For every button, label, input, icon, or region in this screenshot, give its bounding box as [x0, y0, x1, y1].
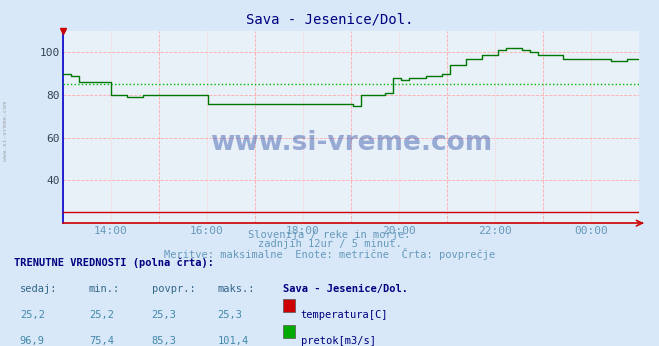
Text: pretok[m3/s]: pretok[m3/s]	[301, 336, 376, 346]
Text: 25,2: 25,2	[20, 310, 45, 320]
Text: 75,4: 75,4	[89, 336, 114, 346]
Text: 25,3: 25,3	[217, 310, 243, 320]
Text: sedaj:: sedaj:	[20, 284, 57, 294]
Text: zadnjih 12ur / 5 minut.: zadnjih 12ur / 5 minut.	[258, 239, 401, 249]
Text: TRENUTNE VREDNOSTI (polna črta):: TRENUTNE VREDNOSTI (polna črta):	[14, 258, 214, 268]
Text: Slovenija / reke in morje.: Slovenija / reke in morje.	[248, 230, 411, 240]
Text: 85,3: 85,3	[152, 336, 177, 346]
Text: 25,3: 25,3	[152, 310, 177, 320]
Text: Sava - Jesenice/Dol.: Sava - Jesenice/Dol.	[246, 12, 413, 26]
Text: maks.:: maks.:	[217, 284, 255, 294]
Text: 96,9: 96,9	[20, 336, 45, 346]
Text: povpr.:: povpr.:	[152, 284, 195, 294]
Text: Sava - Jesenice/Dol.: Sava - Jesenice/Dol.	[283, 284, 409, 294]
Text: 25,2: 25,2	[89, 310, 114, 320]
Text: www.si-vreme.com: www.si-vreme.com	[210, 129, 492, 155]
Text: www.si-vreme.com: www.si-vreme.com	[3, 101, 8, 162]
Text: 101,4: 101,4	[217, 336, 248, 346]
Text: temperatura[C]: temperatura[C]	[301, 310, 388, 320]
Text: min.:: min.:	[89, 284, 120, 294]
Text: Meritve: maksimalne  Enote: metrične  Črta: povprečje: Meritve: maksimalne Enote: metrične Črta…	[164, 248, 495, 260]
